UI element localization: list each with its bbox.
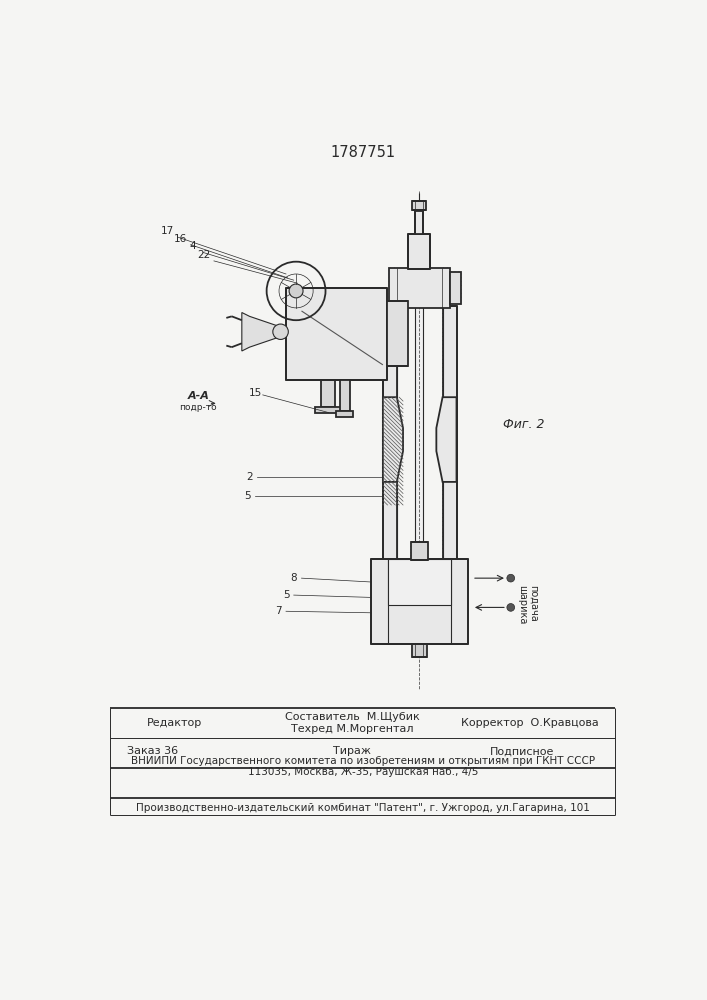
Circle shape bbox=[507, 604, 515, 611]
Text: Фиг. 2: Фиг. 2 bbox=[503, 418, 544, 431]
Text: 15: 15 bbox=[248, 388, 262, 398]
Bar bbox=[337, 411, 354, 417]
Text: Тираж: Тираж bbox=[333, 746, 371, 756]
Text: Корректор  О.Кравцова: Корректор О.Кравцова bbox=[461, 718, 599, 728]
Polygon shape bbox=[436, 397, 457, 482]
Text: Составитель  М.Щубик: Составитель М.Щубик bbox=[284, 712, 419, 722]
Text: подача
шарика: подача шарика bbox=[517, 585, 539, 625]
Bar bbox=[340, 380, 349, 411]
Polygon shape bbox=[242, 312, 276, 351]
Polygon shape bbox=[383, 397, 403, 482]
Bar bbox=[321, 380, 335, 407]
Bar bbox=[411, 644, 427, 657]
Text: 2: 2 bbox=[246, 472, 253, 482]
Bar bbox=[416, 211, 423, 234]
Bar bbox=[411, 542, 428, 560]
Text: ВНИИПИ Государственного комитета по изобретениям и открытиям при ГКНТ СССР: ВНИИПИ Государственного комитета по изоб… bbox=[131, 756, 595, 766]
Text: 17: 17 bbox=[160, 226, 174, 236]
Text: 1787751: 1787751 bbox=[330, 145, 395, 160]
Circle shape bbox=[273, 324, 288, 339]
Bar bbox=[416, 306, 423, 644]
Bar bbox=[315, 407, 341, 413]
Bar bbox=[389, 268, 450, 308]
Text: Заказ 36: Заказ 36 bbox=[127, 746, 178, 756]
Circle shape bbox=[289, 284, 303, 298]
Text: 7: 7 bbox=[275, 606, 281, 616]
Text: подр-то: подр-то bbox=[180, 403, 217, 412]
Circle shape bbox=[507, 574, 515, 582]
Bar bbox=[409, 234, 430, 269]
Text: Редактор: Редактор bbox=[146, 718, 201, 728]
Text: 113035, Москва, Ж-35, Раушская наб., 4/5: 113035, Москва, Ж-35, Раушская наб., 4/5 bbox=[247, 767, 478, 777]
Bar bbox=[387, 301, 409, 366]
Bar bbox=[443, 306, 457, 644]
Bar bbox=[371, 559, 468, 644]
Bar bbox=[383, 306, 397, 644]
Bar bbox=[450, 272, 461, 304]
Text: 5: 5 bbox=[283, 590, 289, 600]
Text: Техред М.Моргентал: Техред М.Моргентал bbox=[291, 724, 413, 734]
Text: 22: 22 bbox=[197, 250, 211, 260]
Text: А-А: А-А bbox=[187, 391, 209, 401]
Text: 4: 4 bbox=[189, 241, 197, 251]
Text: Подписное: Подписное bbox=[490, 746, 554, 756]
Text: Производственно-издательский комбинат "Патент", г. Ужгород, ул.Гагарина, 101: Производственно-издательский комбинат "П… bbox=[136, 803, 590, 813]
Text: 8: 8 bbox=[291, 573, 297, 583]
Bar bbox=[388, 559, 451, 605]
Text: 16: 16 bbox=[174, 234, 187, 244]
Text: 5: 5 bbox=[244, 491, 250, 501]
Bar bbox=[412, 201, 426, 210]
Bar bbox=[286, 288, 387, 380]
